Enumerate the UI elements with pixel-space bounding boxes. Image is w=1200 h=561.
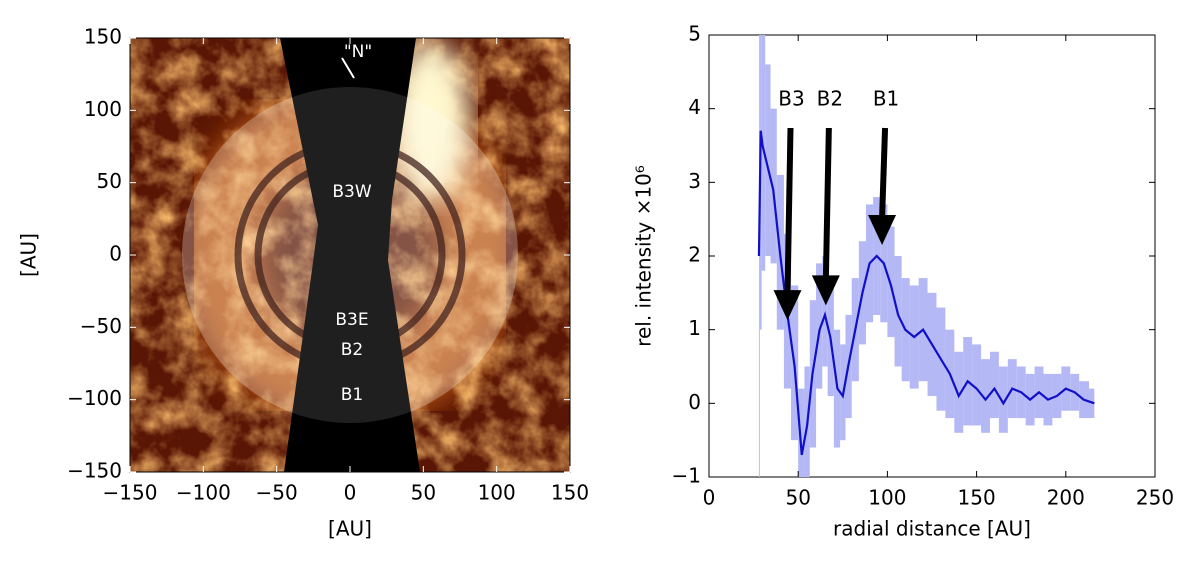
y-tick-label: 1 <box>688 316 701 340</box>
error-band <box>981 359 990 433</box>
y-axis-label: rel. intensity ×10⁶ <box>632 165 656 347</box>
y-tick-label: −1 <box>672 464 701 488</box>
arrow-head <box>773 290 802 321</box>
error-band <box>770 108 777 264</box>
x-tick-label: 200 <box>1047 486 1085 510</box>
x-tick-label: 250 <box>1136 486 1174 510</box>
x-tick-label: 0 <box>344 481 357 505</box>
annotation-arrow <box>879 127 889 220</box>
annotation-arrow <box>784 127 794 295</box>
error-band <box>998 366 1008 433</box>
x-tick-label: 100 <box>478 481 516 505</box>
error-band <box>887 226 895 338</box>
region-label: B3E <box>335 310 368 330</box>
annotation-arrow <box>822 127 832 280</box>
region-label: B1 <box>341 385 363 405</box>
y-tick-label: 3 <box>688 169 701 193</box>
region-label: B2 <box>341 340 363 360</box>
plot-area <box>757 35 1095 477</box>
y-tick-label: 50 <box>97 169 122 193</box>
error-band <box>954 351 964 433</box>
y-tick-label: 0 <box>109 242 122 266</box>
x-tick-label: −100 <box>176 481 231 505</box>
region-label: B3W <box>332 182 371 202</box>
error-band <box>765 64 771 256</box>
error-band <box>798 388 805 477</box>
y-tick-label: −150 <box>67 459 122 483</box>
error-band <box>816 263 823 389</box>
y-tick-label: 4 <box>688 95 701 119</box>
error-band <box>989 351 999 419</box>
profile-line <box>757 130 1095 456</box>
arrow-head <box>811 275 840 306</box>
x-tick-label: −50 <box>256 481 298 505</box>
x-tick-label: 150 <box>958 486 996 510</box>
x-tick-label: 50 <box>411 481 436 505</box>
disk-image <box>130 38 570 472</box>
annotation-label: B2 <box>817 87 843 111</box>
annotation-label: B1 <box>873 87 899 111</box>
x-axis-label: radial distance [AU] <box>833 517 1031 541</box>
y-tick-label: −50 <box>80 314 122 338</box>
x-tick-label: 100 <box>868 486 906 510</box>
region-label: "N" <box>344 42 372 62</box>
error-band <box>972 344 982 426</box>
annotation-label: B3 <box>778 87 804 111</box>
x-tick-label: 50 <box>785 486 810 510</box>
x-axis-label: [AU] <box>328 517 372 541</box>
x-tick-label: −150 <box>103 481 158 505</box>
y-tick-label: 0 <box>688 390 701 414</box>
arrow-head <box>868 214 897 245</box>
x-tick-label: 0 <box>703 486 716 510</box>
y-tick-label: 2 <box>688 243 701 267</box>
y-tick-label: −100 <box>67 386 122 410</box>
x-tick-label: 150 <box>551 481 589 505</box>
error-band <box>822 256 828 367</box>
y-tick-label: 5 <box>688 22 701 46</box>
y-axis-label: [AU] <box>17 233 41 277</box>
y-tick-label: 100 <box>84 97 122 121</box>
y-tick-label: 150 <box>84 25 122 49</box>
